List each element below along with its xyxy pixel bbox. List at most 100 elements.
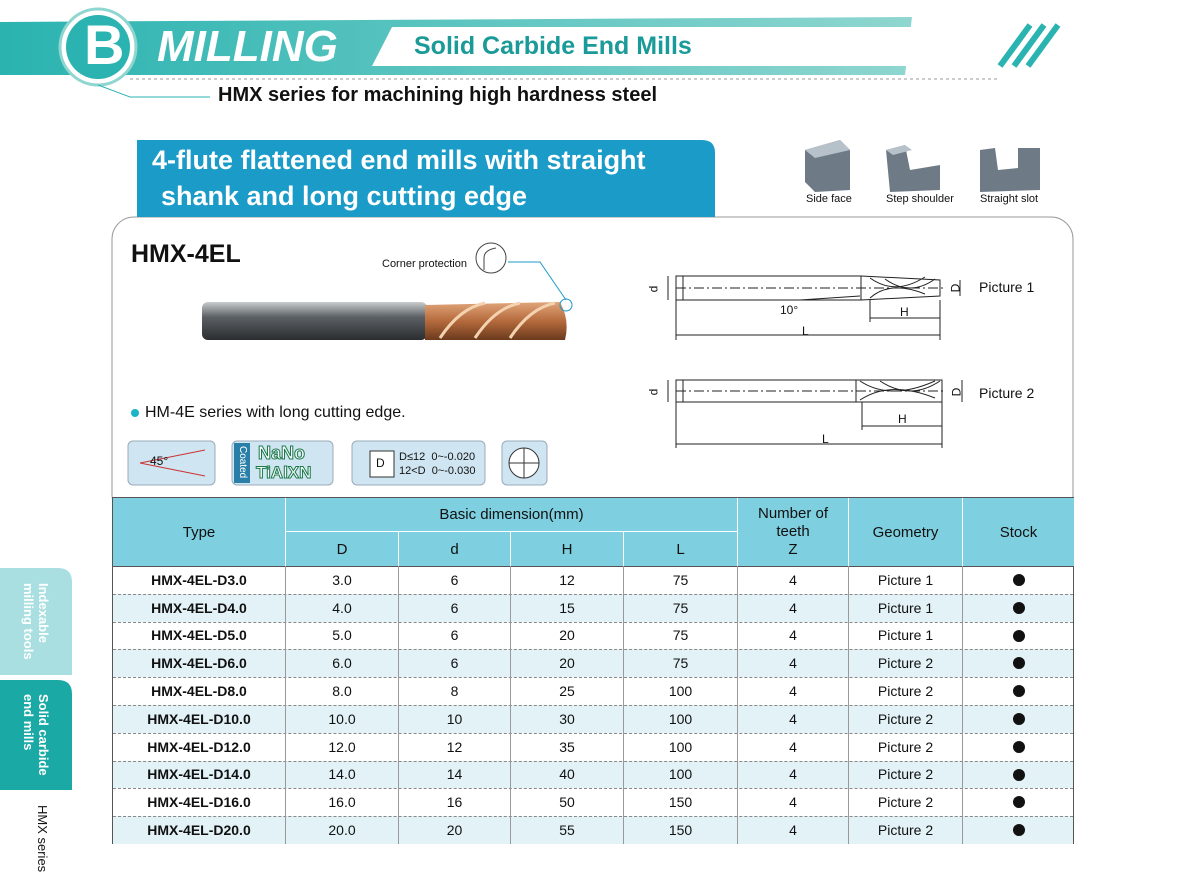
table-cell: 4 bbox=[738, 732, 849, 761]
side-tab-text: Indexable milling tools bbox=[21, 583, 51, 660]
table-cell: 4 bbox=[738, 788, 849, 817]
app-icons bbox=[805, 140, 1040, 192]
tool-image bbox=[202, 242, 573, 340]
dim: D bbox=[949, 387, 964, 397]
table-cell: 16.0 bbox=[286, 788, 399, 817]
subtitle-box bbox=[372, 27, 1010, 66]
header-cell: H bbox=[511, 532, 624, 566]
table-cell: 75 bbox=[624, 566, 738, 594]
stock-dot bbox=[1012, 685, 1025, 698]
table-cell: 4 bbox=[738, 816, 849, 844]
table-cell: 75 bbox=[624, 593, 738, 622]
table-cell: 4.0 bbox=[286, 593, 399, 622]
table-cell: 75 bbox=[624, 649, 738, 678]
table-row bbox=[113, 649, 1073, 678]
table-cell: 35 bbox=[511, 732, 624, 761]
header-cell: Stock bbox=[963, 498, 1074, 566]
table-cell: 8.0 bbox=[286, 677, 399, 705]
table-cell: 4 bbox=[738, 705, 849, 733]
table-cell: 4 bbox=[738, 677, 849, 705]
icon-boxes bbox=[127, 440, 548, 486]
icon-text: Coated bbox=[237, 446, 248, 479]
table-cell: HMX-4EL-D16.0 bbox=[113, 788, 286, 817]
stock-dot bbox=[1012, 573, 1025, 586]
table-cell: 100 bbox=[624, 760, 738, 789]
table-cell: Picture 1 bbox=[849, 593, 963, 622]
table-row bbox=[113, 816, 1073, 844]
table-cell: 14 bbox=[399, 760, 511, 789]
dim: D bbox=[948, 283, 963, 293]
table-cell: Picture 2 bbox=[849, 788, 963, 817]
table-cell: HMX-4EL-D12.0 bbox=[113, 732, 286, 761]
header-line: teeth bbox=[776, 523, 810, 540]
table-cell: 4 bbox=[738, 649, 849, 678]
header-line: Z bbox=[788, 541, 798, 558]
heading-line: shank and long cutting edge bbox=[161, 181, 528, 211]
table-cell: 40 bbox=[511, 760, 624, 789]
icon-text: NaNo bbox=[257, 443, 306, 464]
icon-text: D bbox=[376, 456, 385, 470]
table-cell: HMX-4EL-D4.0 bbox=[113, 593, 286, 622]
table-cell: HMX-4EL-D6.0 bbox=[113, 649, 286, 678]
table-row bbox=[113, 732, 1073, 761]
app-label: Step shoulder bbox=[886, 193, 954, 205]
table-cell: 20 bbox=[511, 621, 624, 650]
stock-dot bbox=[1012, 796, 1025, 809]
picture-label: Picture 1 bbox=[979, 279, 1035, 295]
table-cell: Picture 1 bbox=[849, 621, 963, 650]
leader bbox=[97, 84, 210, 98]
app-label: Side face bbox=[806, 193, 852, 205]
table-row bbox=[113, 677, 1073, 705]
series-title: HMX series for machining high hardness s… bbox=[218, 84, 658, 106]
stock-dot bbox=[1012, 712, 1025, 725]
corner-label: Corner protection bbox=[382, 258, 467, 270]
table-cell: Picture 2 bbox=[849, 677, 963, 705]
tab-line: Indexable bbox=[36, 583, 51, 644]
table-cell: 20 bbox=[399, 816, 511, 844]
table-cell: 100 bbox=[624, 732, 738, 761]
table-cell: 25 bbox=[511, 677, 624, 705]
table-cell: 4 bbox=[738, 566, 849, 594]
side-tab[interactable]: Solid carbide end mills bbox=[0, 680, 72, 790]
side-label: HMX series bbox=[35, 805, 50, 873]
stock-dot bbox=[1012, 768, 1025, 781]
table-row bbox=[113, 566, 1073, 594]
side-tab[interactable]: Indexable milling tools bbox=[0, 568, 72, 675]
header-cell: D bbox=[286, 532, 399, 566]
dim: H bbox=[900, 305, 909, 319]
table-row bbox=[113, 760, 1073, 789]
letter-disc bbox=[66, 15, 130, 79]
dim: L bbox=[802, 324, 809, 338]
icon-text: 12<D 0~-0.030 bbox=[399, 465, 476, 477]
header-subtitle: Solid Carbide End Mills bbox=[414, 32, 692, 60]
dim: L bbox=[822, 432, 829, 446]
table-cell: 10 bbox=[399, 705, 511, 733]
table-cell: 6 bbox=[399, 621, 511, 650]
tab-line: Solid carbide bbox=[36, 694, 51, 776]
table-cell: 15 bbox=[511, 593, 624, 622]
table-cell: Picture 2 bbox=[849, 732, 963, 761]
table-row bbox=[113, 788, 1073, 817]
stock-dot bbox=[1012, 657, 1025, 670]
table-cell: 75 bbox=[624, 621, 738, 650]
table-cell: 100 bbox=[624, 705, 738, 733]
table-cell: 20 bbox=[511, 649, 624, 678]
table-cell: 4 bbox=[738, 621, 849, 650]
table-cell: 12.0 bbox=[286, 732, 399, 761]
header-cell: d bbox=[399, 532, 511, 566]
header-cell: Number of teeth Z bbox=[738, 498, 849, 566]
table-cell: 100 bbox=[624, 677, 738, 705]
table-cell: 150 bbox=[624, 788, 738, 817]
table-cell: 20.0 bbox=[286, 816, 399, 844]
table-cell: 14.0 bbox=[286, 760, 399, 789]
stock-dot bbox=[1012, 629, 1025, 642]
dim: H bbox=[898, 412, 907, 426]
table-row bbox=[113, 621, 1073, 650]
table-cell: HMX-4EL-D3.0 bbox=[113, 566, 286, 594]
header-title: MILLING bbox=[157, 22, 338, 71]
table-cell: 55 bbox=[511, 816, 624, 844]
table-cell: Picture 1 bbox=[849, 566, 963, 594]
table-cell: 6 bbox=[399, 649, 511, 678]
